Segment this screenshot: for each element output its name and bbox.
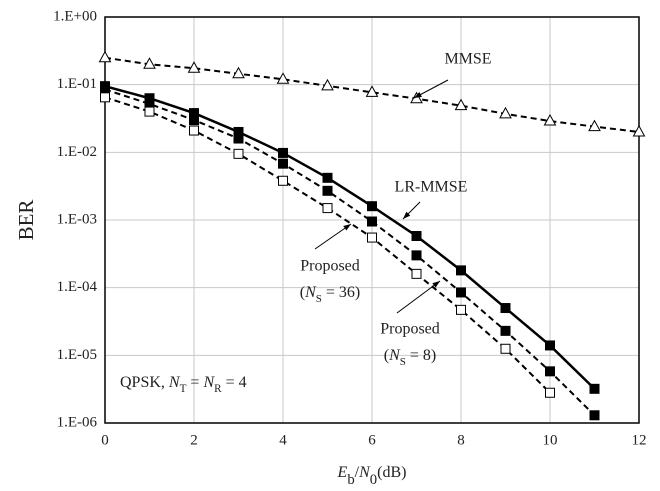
marker xyxy=(278,158,288,169)
label-part: = 8) xyxy=(406,347,436,364)
series-label: Proposed xyxy=(380,321,440,338)
label-part: N xyxy=(358,464,371,481)
series-line xyxy=(105,96,551,394)
marker xyxy=(454,98,468,111)
marker xyxy=(500,303,511,314)
marker xyxy=(500,325,511,336)
label-part: / xyxy=(355,464,360,481)
x-tick-label: 8 xyxy=(457,432,465,448)
label-part: = 4 xyxy=(222,374,247,391)
marker xyxy=(367,216,377,227)
marker xyxy=(456,304,466,315)
marker xyxy=(456,287,466,298)
x-tick-label: 12 xyxy=(632,432,647,448)
marker xyxy=(589,383,600,394)
label-part: T xyxy=(180,383,187,395)
label-part: N xyxy=(202,374,215,391)
marker xyxy=(322,172,333,183)
arrow-head xyxy=(432,281,440,288)
x-tick-label: 10 xyxy=(543,432,558,448)
marker xyxy=(411,231,422,242)
label-part: ( xyxy=(384,347,389,364)
marker xyxy=(322,203,333,214)
marker xyxy=(98,50,112,63)
marker xyxy=(545,366,555,377)
label-part: 0 xyxy=(370,472,377,488)
label-part: = xyxy=(186,374,203,391)
marker xyxy=(278,147,288,158)
marker xyxy=(545,387,555,398)
label-part: S xyxy=(316,293,322,305)
marker xyxy=(367,201,377,212)
marker xyxy=(411,250,422,261)
marker xyxy=(411,268,422,279)
marker xyxy=(367,232,377,243)
series-label: (NS = 36) xyxy=(300,284,360,305)
marker xyxy=(143,57,156,69)
marker xyxy=(322,185,333,196)
marker xyxy=(187,61,201,73)
annotation-arrow xyxy=(396,280,441,314)
marker xyxy=(233,148,244,159)
y-tick-label: 1.E-06 xyxy=(57,414,98,430)
label-part: QPSK, xyxy=(120,374,169,391)
x-axis-label: Eb/N0(dB) xyxy=(337,464,407,489)
marker xyxy=(589,410,600,421)
marker xyxy=(632,124,646,137)
marker xyxy=(144,106,155,117)
series-label: (NS = 8) xyxy=(384,347,436,368)
x-tick-label: 4 xyxy=(279,432,287,448)
y-axis-label: BER xyxy=(14,200,38,241)
marker xyxy=(545,340,555,351)
plot-frame xyxy=(104,16,640,424)
label-part: S xyxy=(400,356,406,368)
marker xyxy=(189,115,199,126)
marker xyxy=(189,125,199,136)
label-part: N xyxy=(168,374,181,391)
arrow-head xyxy=(414,92,422,98)
label-part: E xyxy=(337,464,348,481)
y-tick-label: 1.E+00 xyxy=(53,8,97,24)
series-line xyxy=(105,84,596,390)
marker xyxy=(456,265,466,276)
plot-area xyxy=(105,56,639,417)
y-tick-label: 1.E-01 xyxy=(57,76,97,92)
series-label: MMSE xyxy=(444,51,491,68)
x-tick-label: 2 xyxy=(190,432,198,448)
label-part: b xyxy=(347,472,354,488)
marker xyxy=(100,92,110,103)
label-part: ( xyxy=(300,284,305,301)
marker xyxy=(410,91,423,104)
marker xyxy=(588,119,601,132)
series-line xyxy=(105,88,596,417)
label-part: N xyxy=(304,284,317,301)
x-tick-label: 0 xyxy=(101,432,109,448)
x-tick-label: 6 xyxy=(368,432,376,448)
label-part: N xyxy=(388,347,401,364)
arrow-head xyxy=(343,224,351,231)
marker xyxy=(276,72,290,84)
marker xyxy=(543,114,557,126)
y-tick-label: 1.E-03 xyxy=(57,211,97,227)
marker xyxy=(499,106,512,119)
note: QPSK, NT = NR = 4 xyxy=(120,374,247,395)
label-part: = 36) xyxy=(322,284,360,301)
series-label: LR-MMSE xyxy=(395,179,468,196)
label-part: (dB) xyxy=(377,464,406,481)
arrow-head xyxy=(403,211,411,219)
marker xyxy=(321,78,334,91)
y-tick-label: 1.E-04 xyxy=(57,279,98,295)
marker xyxy=(278,175,288,186)
series-label: Proposed xyxy=(300,258,360,275)
marker xyxy=(365,85,379,97)
marker xyxy=(233,133,244,144)
marker xyxy=(232,66,245,79)
y-tick-label: 1.E-05 xyxy=(57,347,97,363)
label-part: R xyxy=(214,383,222,395)
y-tick-label: 1.E-02 xyxy=(57,144,97,160)
marker xyxy=(500,343,511,354)
